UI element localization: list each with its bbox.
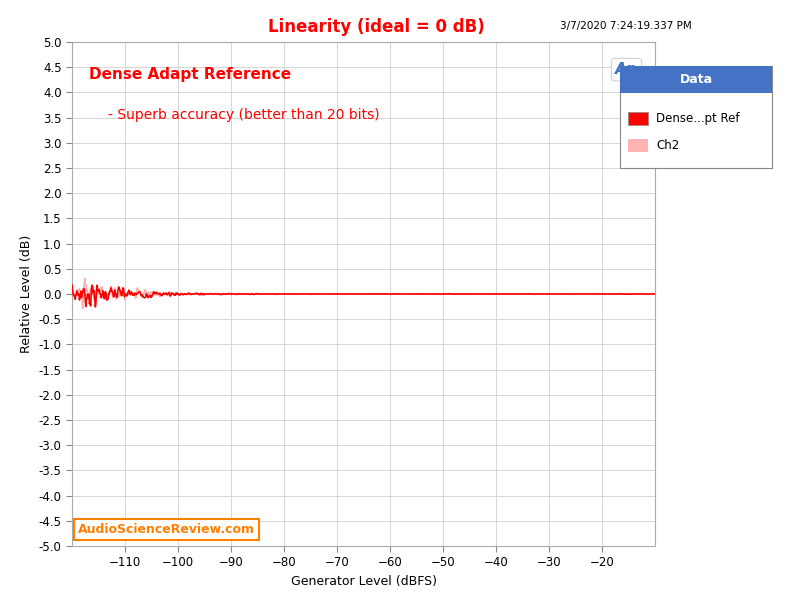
Text: Ap: Ap [615,62,638,77]
X-axis label: Generator Level (dBFS): Generator Level (dBFS) [290,575,437,588]
Text: 3/7/2020 7:24:19.337 PM: 3/7/2020 7:24:19.337 PM [560,21,692,31]
Text: Linearity (ideal = 0 dB): Linearity (ideal = 0 dB) [268,18,484,36]
Text: Dense Adapt Reference: Dense Adapt Reference [90,67,292,82]
Y-axis label: Relative Level (dB): Relative Level (dB) [20,235,33,353]
Text: Ch2: Ch2 [656,139,679,152]
Text: AudioScienceReview.com: AudioScienceReview.com [78,523,255,536]
Text: - Superb accuracy (better than 20 bits): - Superb accuracy (better than 20 bits) [95,107,380,122]
Text: Dense...pt Ref: Dense...pt Ref [656,112,739,125]
Text: Data: Data [679,73,713,86]
